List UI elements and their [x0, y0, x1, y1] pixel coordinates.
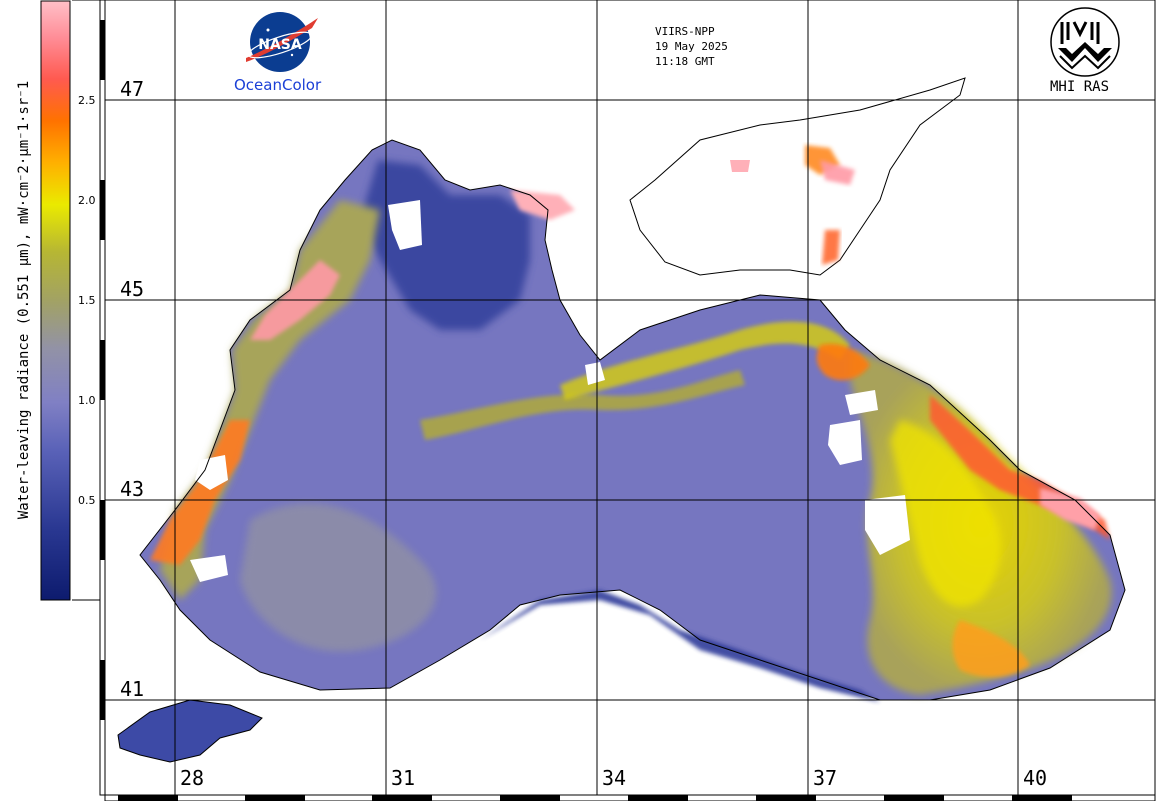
bottom-scale: [104, 794, 1156, 801]
longitude-label-40: 40: [1023, 766, 1048, 790]
longitude-label-34: 34: [602, 766, 627, 790]
north-filament: [560, 321, 850, 400]
se-orange-patch: [952, 620, 1030, 677]
cloud-east: [865, 495, 910, 555]
west-swirls: [240, 503, 437, 652]
azov-pink-patch: [820, 160, 855, 185]
colorbar-tick-2.5: 2.5: [78, 94, 96, 107]
nasa-logo: NASA: [246, 12, 318, 72]
mhi-ras-logo: [1050, 7, 1120, 77]
central-filament: [420, 370, 745, 440]
cloud-south-coast: [585, 362, 605, 385]
graticule: [105, 0, 1155, 795]
colorbar-tick-1.5: 1.5: [78, 294, 96, 307]
acquisition-date: 19 May 2025: [655, 40, 728, 53]
sea-of-azov: [629, 77, 966, 276]
east-plume-core: [890, 420, 1001, 607]
cloud-central-east: [828, 420, 862, 465]
sensor-name: VIIRS-NPP: [655, 25, 715, 38]
latitude-label-47: 47: [120, 77, 145, 101]
colorbar-tick-1.0: 1.0: [78, 394, 96, 407]
kerch-orange: [822, 230, 840, 265]
east-coast-pink: [1040, 488, 1100, 530]
cloud-sw: [190, 555, 228, 582]
longitude-label-31: 31: [391, 766, 416, 790]
latitude-label-43: 43: [120, 477, 145, 501]
cloud-nw: [388, 200, 422, 250]
latitude-label-45: 45: [120, 277, 145, 301]
left-scale: [99, 0, 106, 796]
sensor-info: VIIRS-NPP 19 May 2025 11:18 GMT: [655, 24, 728, 69]
nw-dark-water: [360, 160, 530, 330]
sea-of-marmara: [117, 699, 263, 763]
azov-outline: [629, 77, 966, 276]
colorbar-tick-2.0: 2.0: [78, 194, 96, 207]
nasa-wordmark: NASA: [258, 37, 302, 53]
cloud-west: [195, 455, 228, 490]
ne-orange-patch: [816, 343, 870, 381]
south-coast-dark: [480, 590, 880, 702]
azov-small-pink: [730, 160, 750, 172]
longitude-label-28: 28: [180, 766, 205, 790]
acquisition-time: 11:18 GMT: [655, 55, 715, 68]
oceancolor-label: OceanColor: [234, 76, 322, 94]
colorbar-tick-0.5: 0.5: [78, 494, 96, 507]
longitude-label-37: 37: [813, 766, 838, 790]
latitude-label-41: 41: [120, 677, 145, 701]
mhi-ras-label: MHI RAS: [1050, 79, 1110, 95]
cloud-east-small: [845, 390, 878, 415]
colorbar: [40, 0, 71, 601]
